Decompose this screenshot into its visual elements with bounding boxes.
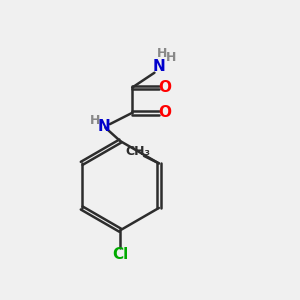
- Text: H: H: [166, 51, 176, 64]
- Text: N: N: [98, 119, 110, 134]
- Text: N: N: [152, 59, 165, 74]
- Text: O: O: [158, 80, 171, 95]
- Text: Cl: Cl: [112, 247, 128, 262]
- Text: H: H: [90, 114, 100, 127]
- Text: H: H: [157, 47, 167, 60]
- Text: O: O: [158, 105, 171, 120]
- Text: CH₃: CH₃: [126, 145, 151, 158]
